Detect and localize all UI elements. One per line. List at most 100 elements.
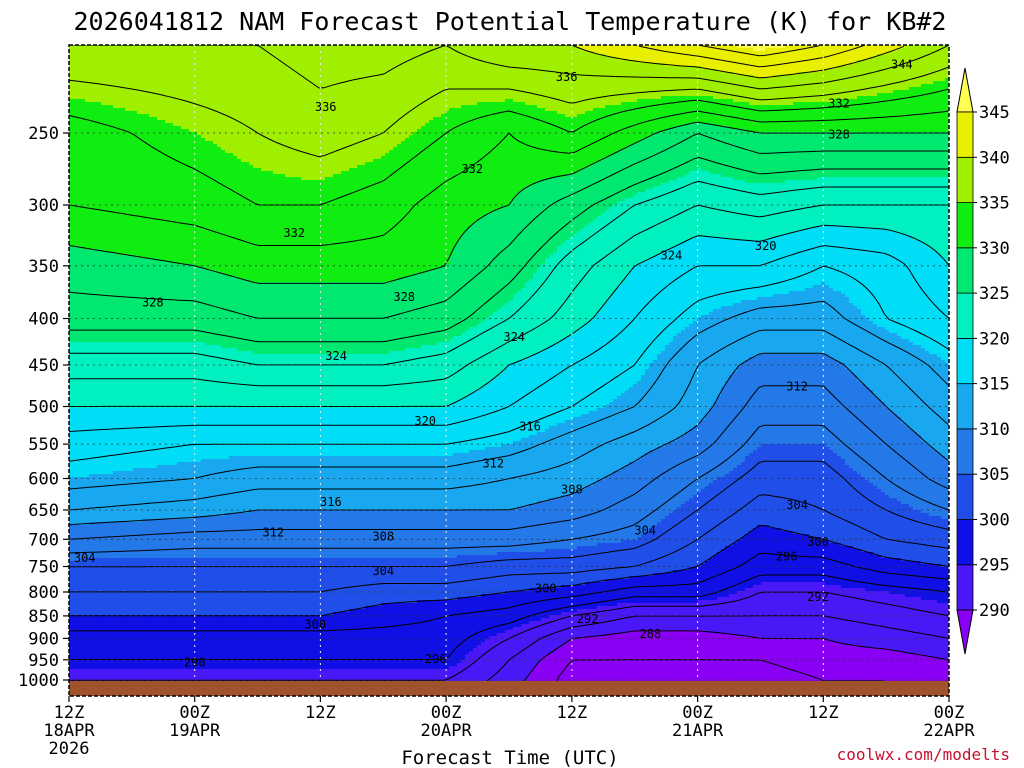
x-tick-label: 21APR	[672, 721, 724, 741]
contour-label: 328	[828, 128, 850, 142]
contour-label: 332	[828, 97, 850, 111]
isentrope-298	[69, 552, 949, 632]
isentrope-312	[69, 329, 949, 511]
isentrope-296	[69, 574, 949, 660]
isentrope-320	[69, 224, 949, 407]
x-tick-label: 12Z	[54, 703, 85, 723]
colorbar-tick-label: 305	[979, 465, 1010, 485]
colorbar-tick-label: 335	[979, 194, 1010, 214]
colorbar-tick-label: 295	[979, 556, 1010, 576]
x-tick-label: 12Z	[557, 703, 588, 723]
colorbar-swatch	[956, 519, 974, 566]
x-tick-label: 12Z	[305, 703, 336, 723]
y-tick-label: 900	[28, 629, 59, 649]
isentrope-318	[69, 245, 949, 433]
isentrope-302	[69, 494, 949, 593]
x-tick-label: 2026	[49, 739, 90, 759]
y-tick-label: 750	[28, 558, 59, 578]
colorbar-tick-label: 310	[979, 420, 1010, 440]
colorbar-swatch	[956, 383, 974, 430]
plot-frame	[68, 44, 950, 697]
contour-label: 296	[184, 656, 206, 670]
colorbar-tick-label: 290	[979, 601, 1010, 621]
y-tick-label: 700	[28, 530, 59, 550]
isentrope-316	[69, 265, 949, 462]
contour-label: 332	[283, 226, 305, 240]
x-tick-label: 00Z	[431, 703, 462, 723]
x-tick-label: 19APR	[169, 721, 221, 741]
x-tick-label: 22APR	[923, 721, 975, 741]
isentrope-290	[513, 630, 949, 695]
contour-label: 328	[393, 290, 415, 304]
y-tick-label: 650	[28, 501, 59, 521]
colorbar: 290 295 300 305 310 315 320 325 330 335 340 345	[956, 67, 1010, 655]
y-tick-label: 550	[28, 435, 59, 455]
contour-label: 296	[776, 549, 798, 563]
isentrope-304	[69, 460, 949, 568]
contour-label: 312	[786, 379, 808, 393]
isentrope-308	[69, 385, 949, 540]
isentrope-328	[69, 133, 949, 319]
colorbar-tick-label: 330	[979, 239, 1010, 259]
contour-label: 308	[561, 483, 583, 497]
contour-label: 344	[891, 57, 913, 71]
x-tick-label: 12Z	[808, 703, 839, 723]
colorbar-swatch	[956, 337, 974, 385]
colorbar-swatch	[956, 202, 974, 249]
contour-label: 320	[755, 239, 777, 253]
y-tick-label: 800	[28, 583, 59, 603]
colorbar-swatch	[956, 111, 974, 158]
isentrope-310	[69, 352, 949, 526]
contour-label: 324	[661, 249, 683, 263]
colorbar-extend-bottom	[956, 609, 974, 655]
contour-label: 312	[482, 457, 504, 471]
colorbar-tick-label: 345	[979, 103, 1010, 123]
isentrope-344	[698, 45, 820, 57]
y-tick-label: 250	[28, 124, 59, 144]
isentrope-322	[69, 204, 949, 387]
contour-label: 308	[372, 529, 394, 543]
grid-lines	[69, 45, 949, 696]
colorbar-tick-label: 325	[979, 284, 1010, 304]
x-tick-label: 00Z	[179, 703, 210, 723]
colorbar-swatch	[956, 292, 974, 339]
colorbar-swatch	[956, 247, 974, 294]
y-tick-label: 500	[28, 398, 59, 418]
contour-labels: 344 336 336 332 328 332 332 324 320 328 328 324 324 3…	[74, 57, 913, 669]
contour-label: 328	[142, 295, 164, 309]
isentrope-332	[69, 110, 949, 246]
y-tick-label: 850	[28, 607, 59, 627]
contour-lines	[69, 45, 949, 695]
contour-label: 320	[414, 414, 436, 428]
x-tick-label: 18APR	[43, 721, 95, 741]
contour-label: 292	[577, 612, 599, 626]
colorbar-tick-label: 340	[979, 148, 1010, 168]
contour-label: 304	[74, 551, 96, 565]
isentrope-326	[69, 156, 949, 343]
plot-area	[69, 45, 949, 696]
contour-label: 316	[320, 495, 342, 509]
contour-label: 304	[786, 498, 808, 512]
contour-label: 300	[535, 582, 557, 596]
colorbar-tick-label: 315	[979, 375, 1010, 395]
contour-label: 292	[807, 590, 829, 604]
x-tick-label: 00Z	[934, 703, 965, 723]
contour-label: 304	[372, 564, 394, 578]
isentrope-306	[69, 424, 949, 554]
contour-label: 300	[807, 535, 829, 549]
y-tick-label: 350	[28, 257, 59, 277]
contour-label: 336	[315, 100, 337, 114]
x-axis-label: Forecast Time (UTC)	[401, 747, 618, 768]
chart-title: 2026041812 NAM Forecast Potential Temper…	[74, 7, 947, 36]
contour-label: 312	[262, 526, 284, 540]
contour-label: 288	[640, 627, 662, 641]
y-axis-ticks: 2503003504004505005506006507007508008509…	[18, 124, 69, 691]
y-tick-label: 300	[28, 196, 59, 216]
y-tick-label: 950	[28, 651, 59, 671]
colorbar-swatch	[956, 156, 974, 204]
colorbar-swatch	[956, 473, 974, 520]
y-tick-label: 600	[28, 470, 59, 490]
contour-label: 316	[519, 420, 541, 434]
